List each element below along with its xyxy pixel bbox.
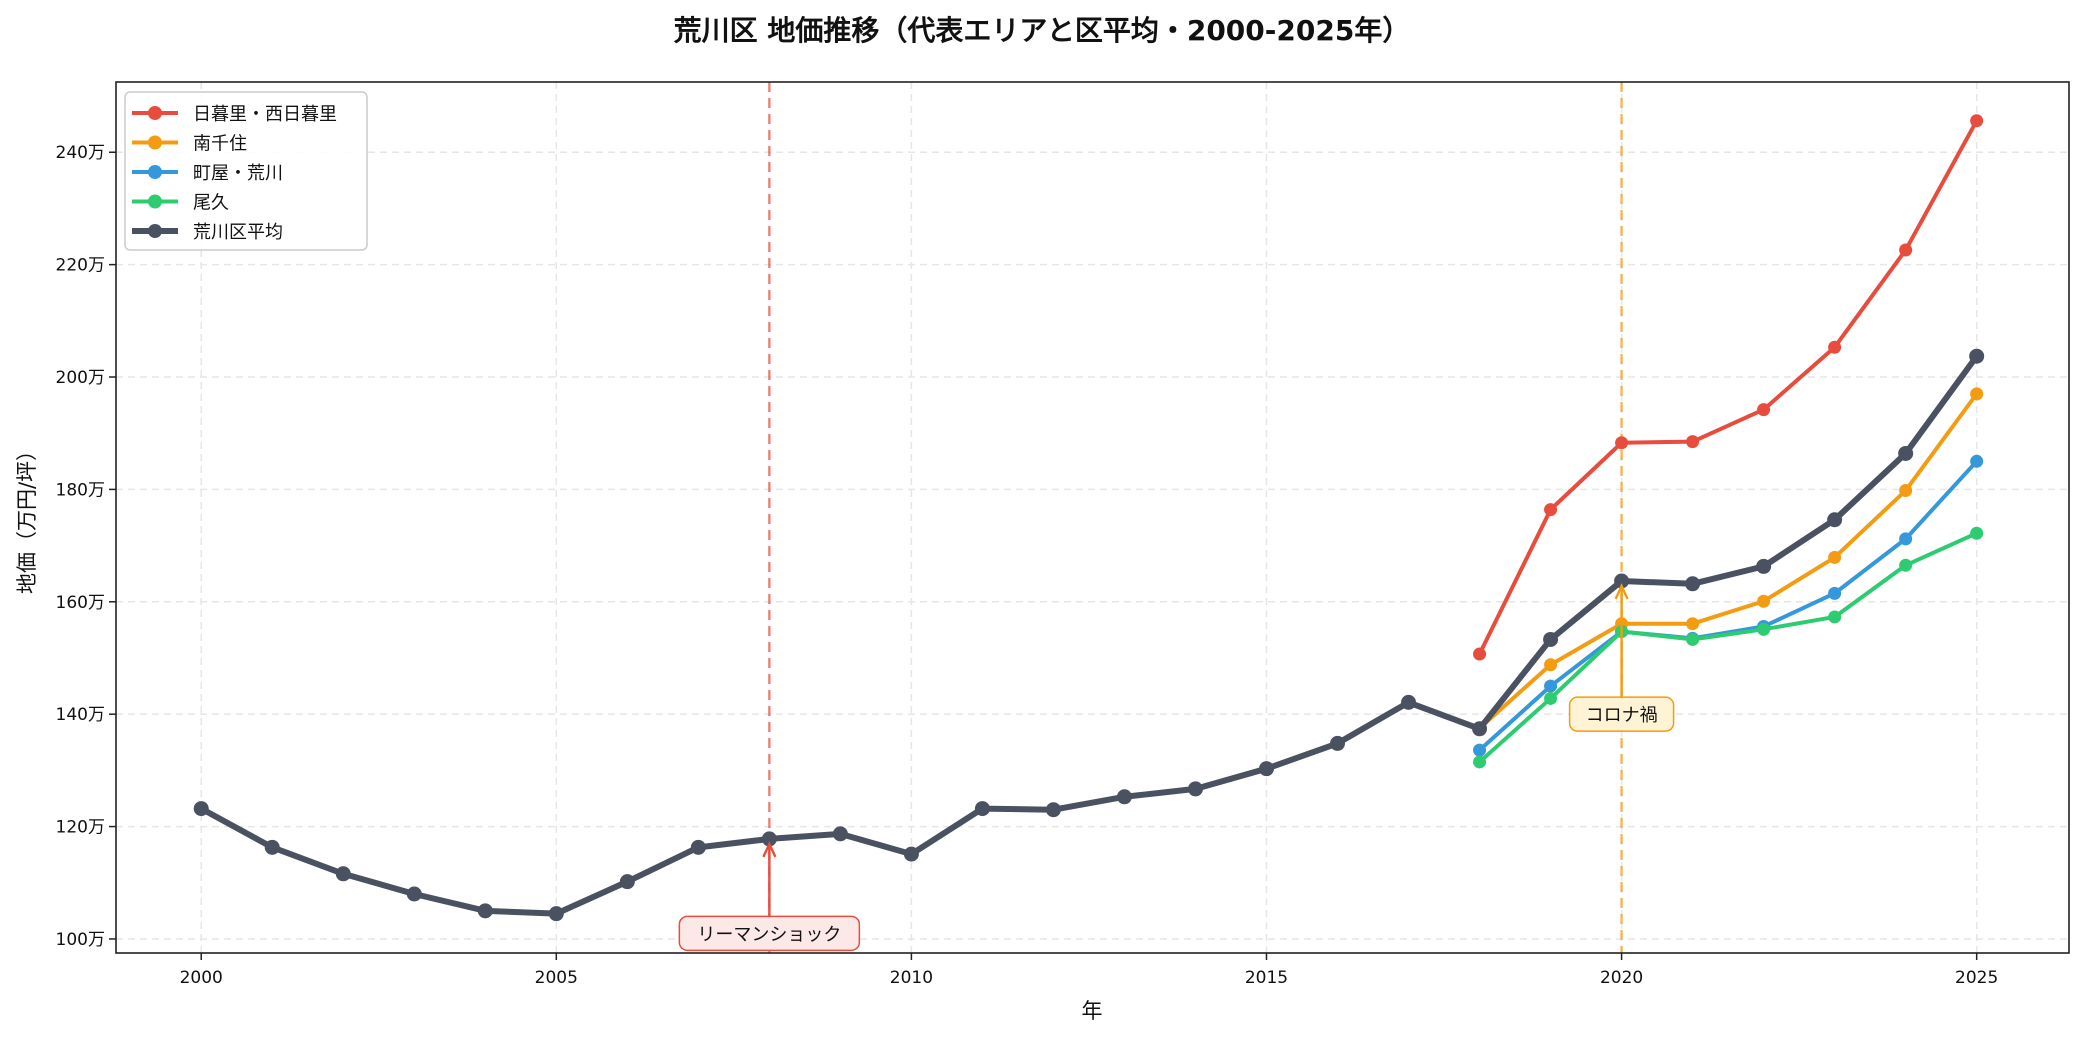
y-tick-label: 220万	[56, 256, 105, 276]
data-point	[903, 846, 919, 862]
annotation-label: リーマンショック	[697, 924, 841, 945]
data-point	[974, 801, 990, 817]
legend-marker	[148, 224, 162, 238]
data-point	[1187, 781, 1203, 797]
y-tick-label: 200万	[56, 368, 105, 388]
axis-ticks: 2000 2005 2010 2015 2020 2025 100万 120万 140万 160万…	[56, 143, 1999, 988]
data-point	[1970, 526, 1984, 540]
data-point	[761, 831, 777, 847]
data-point	[406, 886, 422, 902]
data-point	[1970, 454, 1984, 468]
y-tick-label: 100万	[56, 930, 105, 950]
series-line	[1478, 531, 1978, 764]
y-tick-label: 180万	[56, 480, 105, 500]
x-tick-label: 2020	[1600, 968, 1643, 988]
series-line	[199, 354, 1980, 917]
data-point	[1543, 631, 1559, 647]
y-tick-label: 120万	[56, 818, 105, 838]
series-line	[1478, 392, 1979, 730]
event-lines	[768, 82, 1623, 953]
legend-label: 町屋・荒川	[193, 163, 283, 184]
y-tick-label: 240万	[56, 143, 105, 163]
data-point	[1685, 576, 1701, 592]
x-axis-label: 年	[1082, 999, 1103, 1023]
data-point	[1472, 721, 1488, 737]
data-point	[619, 874, 635, 890]
data-point	[1544, 503, 1558, 517]
data-point	[1827, 512, 1843, 528]
data-point	[1828, 550, 1842, 564]
data-point	[1899, 243, 1913, 257]
data-point	[1544, 658, 1558, 672]
data-point	[1473, 743, 1487, 757]
data-point	[1828, 610, 1842, 624]
data-point	[1828, 586, 1842, 600]
data-point	[193, 801, 209, 817]
data-point	[832, 826, 848, 842]
data-point	[1899, 484, 1913, 498]
data-point	[1614, 573, 1630, 589]
legend-marker	[148, 165, 162, 179]
data-point	[1686, 617, 1700, 631]
data-point	[1686, 435, 1700, 449]
annotation-box	[678, 915, 861, 952]
data-point	[1401, 694, 1417, 710]
y-tick-label: 160万	[56, 593, 105, 613]
data-point	[1756, 558, 1772, 574]
y-axis-label: 地価（万円/坪）	[15, 440, 39, 594]
data-point	[1757, 622, 1771, 636]
series-group	[193, 114, 1985, 922]
legend-marker	[148, 106, 162, 120]
chart-title: 荒川区 地価推移（代表エリアと区平均・2000-2025年）	[674, 14, 1411, 47]
data-point	[1898, 445, 1914, 461]
data-point	[1544, 679, 1558, 693]
data-point	[1116, 789, 1132, 805]
data-point	[1544, 691, 1558, 705]
x-tick-label: 2010	[890, 968, 933, 988]
y-tick-label: 140万	[56, 705, 105, 725]
series-line	[1477, 119, 1979, 655]
data-point	[335, 866, 351, 882]
data-point	[1686, 632, 1700, 646]
legend-marker	[148, 194, 162, 209]
x-tick-label: 2015	[1245, 968, 1288, 988]
data-point	[1969, 348, 1985, 364]
data-point	[1473, 755, 1487, 769]
annotations: リーマンショック コロナ禍	[678, 583, 1675, 952]
legend-label: 尾久	[193, 193, 229, 214]
annotation-label: コロナ禍	[1586, 705, 1658, 726]
data-point	[1757, 403, 1771, 417]
data-point	[1757, 594, 1771, 608]
data-point	[548, 906, 564, 922]
data-point	[477, 903, 493, 919]
data-point	[1330, 735, 1346, 751]
data-point	[264, 839, 280, 855]
arrowhead-icon	[1614, 583, 1629, 600]
data-point	[1899, 558, 1913, 572]
data-point	[1970, 387, 1984, 401]
annotation-box	[1568, 696, 1675, 732]
data-point	[1828, 340, 1842, 354]
data-point	[1615, 436, 1629, 450]
x-tick-label: 2000	[180, 968, 223, 988]
legend-label: 荒川区平均	[193, 222, 283, 243]
data-point	[1473, 647, 1487, 661]
data-point	[1258, 761, 1274, 777]
plot-frame	[115, 81, 2070, 954]
data-point	[1970, 114, 1984, 128]
legend-label: 日暮里・西日暮里	[193, 104, 337, 125]
legend-marker	[148, 135, 162, 150]
legend-label: 南千住	[193, 134, 247, 155]
x-tick-label: 2005	[535, 968, 578, 988]
arrowhead-icon	[762, 841, 777, 858]
x-tick-label: 2025	[1955, 968, 1998, 988]
data-point	[1045, 802, 1061, 818]
data-point	[690, 839, 706, 855]
grid	[116, 82, 2069, 953]
data-point	[1899, 532, 1913, 546]
legend-box	[124, 91, 368, 251]
